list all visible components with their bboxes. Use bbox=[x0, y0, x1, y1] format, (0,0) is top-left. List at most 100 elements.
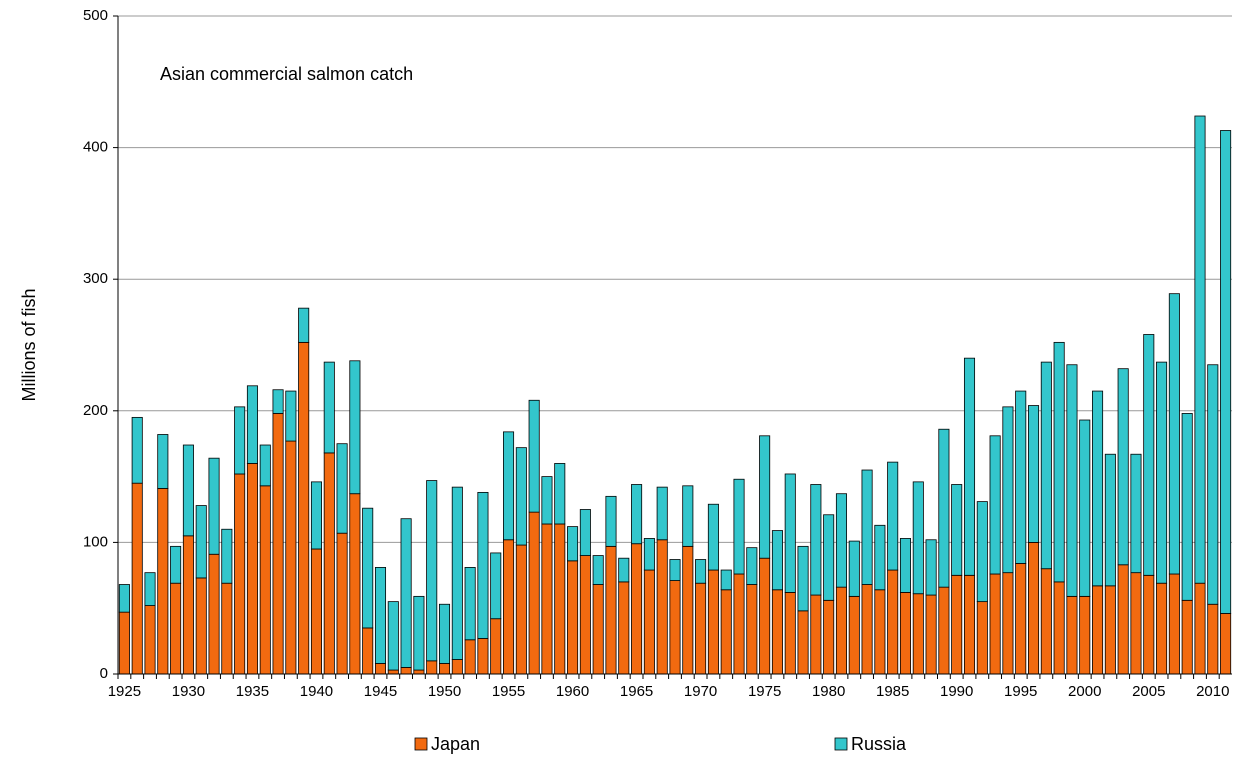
bar-segment bbox=[1066, 364, 1078, 597]
bar-segment bbox=[438, 603, 451, 664]
bar-segment bbox=[362, 507, 374, 629]
bar-segment bbox=[477, 491, 489, 639]
bar-segment bbox=[1015, 390, 1027, 564]
legend-swatch bbox=[834, 737, 848, 751]
bar-segment bbox=[259, 485, 271, 675]
bar-segment bbox=[567, 560, 579, 675]
bar-segment bbox=[861, 584, 873, 675]
y-tick-label: 400 bbox=[83, 139, 108, 156]
bar-segment bbox=[554, 463, 566, 525]
bar-segment bbox=[144, 572, 156, 606]
x-tick-label: 1930 bbox=[172, 683, 205, 700]
bar-segment bbox=[451, 659, 463, 675]
bar-segment bbox=[592, 555, 604, 585]
bar-segment bbox=[989, 573, 1001, 675]
bar-segment bbox=[848, 540, 860, 597]
bar-segment bbox=[528, 511, 540, 675]
bar-segment bbox=[746, 547, 758, 585]
bar-segment bbox=[1130, 572, 1142, 675]
bar-segment bbox=[336, 443, 348, 534]
bar-segment bbox=[1220, 613, 1232, 675]
y-axis-label: Millions of fish bbox=[19, 288, 39, 401]
bar-segment bbox=[1168, 573, 1180, 675]
bar-segment bbox=[899, 538, 912, 593]
bar-segment bbox=[503, 431, 515, 541]
bar-segment bbox=[1117, 564, 1129, 675]
bar-segment bbox=[374, 663, 387, 675]
bar-segment bbox=[963, 357, 976, 576]
bar-segment bbox=[451, 486, 463, 660]
x-tick-label: 1995 bbox=[1004, 683, 1037, 700]
bar-segment bbox=[720, 569, 732, 591]
bar-segment bbox=[938, 428, 950, 588]
y-tick-label: 200 bbox=[83, 402, 108, 419]
bar-segment bbox=[835, 586, 847, 675]
x-tick-label: 1925 bbox=[108, 683, 141, 700]
bar-segment bbox=[784, 592, 796, 675]
bar-segment bbox=[438, 663, 451, 675]
bar-segment bbox=[208, 457, 220, 555]
chart-title: Asian commercial salmon catch bbox=[160, 64, 413, 84]
bar-segment bbox=[323, 452, 335, 675]
bar-segment bbox=[323, 361, 335, 454]
bar-segment bbox=[195, 577, 207, 675]
bar-segment bbox=[976, 501, 988, 603]
bar-segment bbox=[477, 638, 489, 675]
bar-segment bbox=[618, 557, 630, 583]
bar-segment bbox=[362, 627, 374, 675]
bar-segment bbox=[464, 567, 476, 641]
x-tick-label: 2010 bbox=[1196, 683, 1229, 700]
bar-segment bbox=[925, 539, 937, 596]
x-tick-label: 1990 bbox=[940, 683, 973, 700]
bar-segment bbox=[771, 530, 783, 591]
bar-segment bbox=[464, 639, 476, 675]
bar-segment bbox=[1156, 361, 1168, 584]
legend-swatch bbox=[414, 737, 428, 751]
bar-segment bbox=[1220, 130, 1232, 614]
y-tick-label: 500 bbox=[83, 7, 108, 24]
bar-segment bbox=[541, 476, 553, 525]
x-tick-label: 1960 bbox=[556, 683, 589, 700]
x-tick-label: 1940 bbox=[300, 683, 333, 700]
bar-segment bbox=[989, 435, 1001, 575]
bar-segment bbox=[1104, 453, 1116, 587]
bar-segment bbox=[631, 543, 643, 675]
x-tick-label: 1945 bbox=[364, 683, 397, 700]
y-tick-label: 100 bbox=[83, 533, 108, 550]
bar-segment bbox=[221, 582, 233, 675]
bar-segment bbox=[631, 484, 643, 545]
bar-segment bbox=[1143, 574, 1155, 675]
bar-segment bbox=[426, 480, 438, 662]
bar-segment bbox=[1092, 390, 1104, 587]
bar-segment bbox=[669, 559, 681, 581]
bar-segment bbox=[759, 435, 771, 559]
bar-segment bbox=[643, 569, 655, 675]
bar-segment bbox=[1028, 542, 1040, 675]
x-tick-label: 1975 bbox=[748, 683, 781, 700]
bar-segment bbox=[567, 526, 579, 562]
bar-segment bbox=[182, 444, 194, 537]
bar-segment bbox=[182, 535, 194, 675]
bar-segment bbox=[707, 503, 719, 571]
bar-segment bbox=[336, 532, 348, 675]
bar-segment bbox=[541, 523, 553, 675]
bar-segment bbox=[554, 523, 566, 675]
bar-segment bbox=[387, 601, 399, 671]
x-tick-label: 1935 bbox=[236, 683, 269, 700]
bar-segment bbox=[272, 389, 284, 414]
bar-segment bbox=[579, 509, 591, 556]
bar-segment bbox=[1066, 595, 1078, 675]
bar-segment bbox=[682, 545, 694, 675]
bar-segment bbox=[400, 518, 412, 668]
bar-segment bbox=[707, 569, 719, 675]
bar-segment bbox=[887, 461, 899, 571]
bar-segment bbox=[131, 416, 143, 484]
bar-segment bbox=[246, 385, 258, 464]
bar-segment bbox=[823, 599, 835, 675]
bar-segment bbox=[1040, 568, 1052, 675]
bar-segment bbox=[298, 341, 310, 675]
bar-segment bbox=[1079, 419, 1091, 597]
bar-segment bbox=[1130, 453, 1142, 574]
bar-segment bbox=[759, 557, 771, 675]
bar-segment bbox=[515, 544, 527, 675]
